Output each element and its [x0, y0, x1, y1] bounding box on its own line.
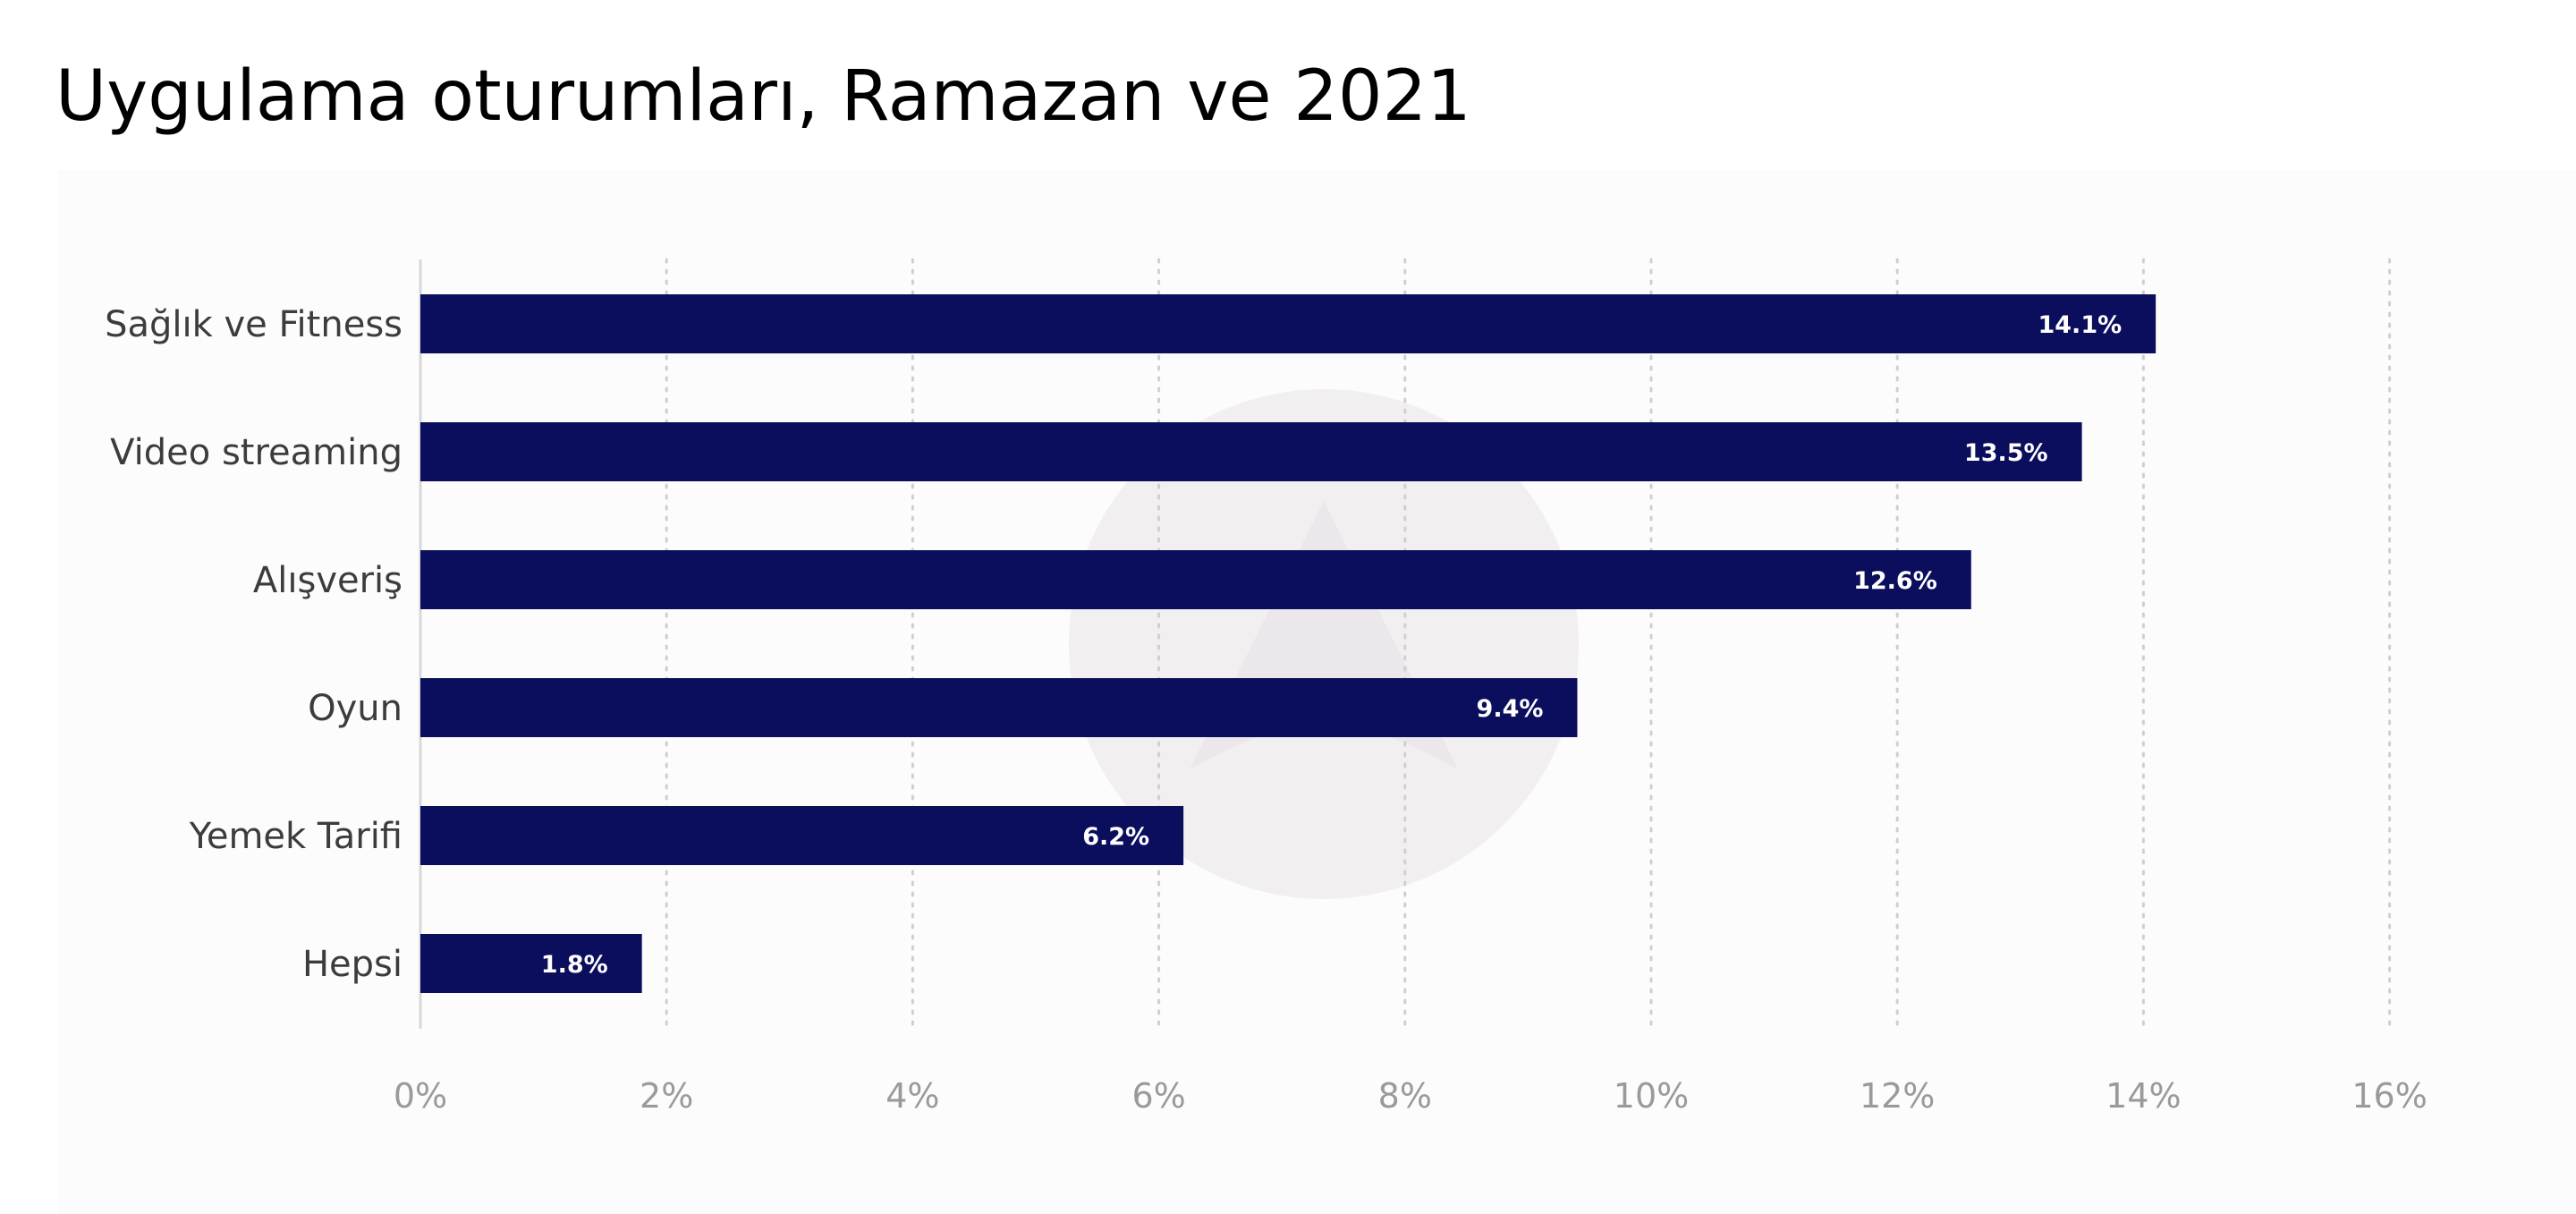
x-tick-label: 16% — [2351, 1076, 2427, 1116]
bar — [420, 294, 2157, 353]
x-tick-label: 12% — [1860, 1076, 1935, 1116]
bar — [420, 806, 1184, 865]
data-label: 13.5% — [1964, 439, 2048, 467]
data-label: 6.2% — [1082, 823, 1149, 851]
category-label: Yemek Tarifi — [189, 816, 402, 857]
bar — [420, 678, 1578, 737]
x-tick-label: 6% — [1131, 1076, 1185, 1116]
data-label: 14.1% — [2038, 311, 2122, 339]
grid-lines — [419, 258, 2392, 1031]
labels: 0% 2% 4% 6% 8% 10% 12% 14% 16% Sağlık ve Fitness 1… — [105, 304, 2428, 1116]
category-label: Alışveriş — [253, 560, 402, 601]
category-label: Oyun — [308, 688, 402, 729]
x-tick-label: 2% — [640, 1076, 693, 1116]
x-tick-label: 10% — [1614, 1076, 1689, 1116]
bar — [420, 422, 2082, 481]
category-label: Video streaming — [110, 432, 402, 473]
data-label: 12.6% — [1853, 567, 1937, 595]
bars — [420, 294, 2157, 993]
data-label: 9.4% — [1477, 695, 1544, 723]
x-tick-label: 0% — [394, 1076, 447, 1116]
bar — [420, 934, 642, 993]
category-label: Sağlık ve Fitness — [105, 304, 402, 345]
x-tick-label: 14% — [2106, 1076, 2181, 1116]
data-label: 1.8% — [541, 951, 608, 979]
chart-title: Uygulama oturumları, Ramazan ve 2021 — [55, 56, 1471, 137]
x-tick-label: 8% — [1378, 1076, 1432, 1116]
bar — [420, 550, 1971, 609]
x-tick-label: 4% — [886, 1076, 939, 1116]
category-label: Hepsi — [302, 944, 402, 985]
